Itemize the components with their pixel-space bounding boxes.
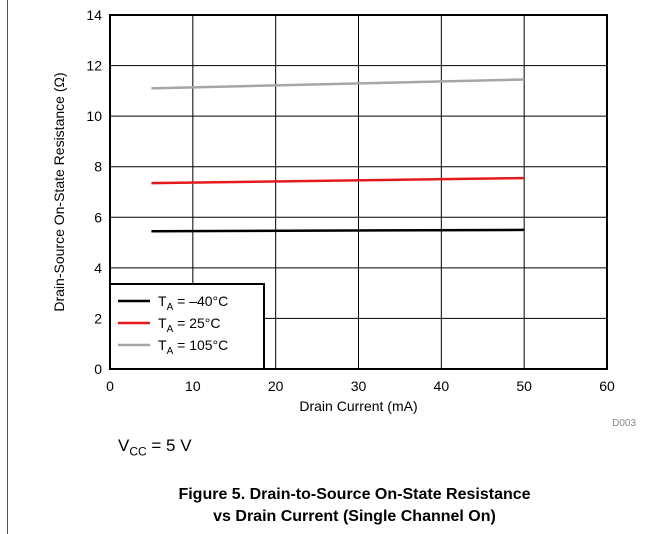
legend: TA = –40°CTA = 25°CTA = 105°C <box>109 283 265 370</box>
legend-box <box>109 283 265 370</box>
x-tick-label: 20 <box>268 378 284 394</box>
grid-lines <box>109 14 608 370</box>
y-tick-label: 8 <box>94 159 102 175</box>
x-axis-label: Drain Current (mA) <box>299 398 417 414</box>
vcc-rest: = 5 V <box>146 436 192 455</box>
y-tick-label: 12 <box>86 58 102 74</box>
series-group <box>151 78 525 233</box>
legend-label: TA = –40°C <box>158 293 228 313</box>
y-tick-label: 2 <box>94 310 102 326</box>
x-tick-label: 0 <box>106 378 114 394</box>
x-tick-labels: 0 10 20 30 40 50 60 <box>106 378 615 394</box>
y-tick-label: 14 <box>86 7 102 23</box>
y-tick-label: 4 <box>94 260 102 276</box>
plot-area-border <box>109 14 608 370</box>
series-line <box>151 78 525 90</box>
x-tick-label: 50 <box>516 378 532 394</box>
y-tick-label: 6 <box>94 209 102 225</box>
x-tick-label: 30 <box>351 378 367 394</box>
caption-line-1: Figure 5. Drain-to-Source On-State Resis… <box>178 486 531 503</box>
y-axis-label: Drain-Source On-State Resistance (Ω) <box>51 72 67 311</box>
vcc-main: V <box>118 436 130 455</box>
legend-label: TA = 105°C <box>158 337 228 357</box>
caption-line-2: vs Drain Current (Single Channel On) <box>213 508 496 525</box>
figure-caption: Figure 5. Drain-to-Source On-State Resis… <box>0 484 669 528</box>
y-tick-labels: 0 2 4 6 8 10 12 14 <box>86 7 102 377</box>
vcc-sub: CC <box>129 444 147 459</box>
figure-code: D003 <box>612 418 636 429</box>
x-tick-label: 60 <box>599 378 615 394</box>
legend-label: TA = 25°C <box>158 315 220 335</box>
series-line <box>151 228 525 233</box>
page-border-line <box>7 0 8 534</box>
chart-svg: 0 10 20 30 40 50 60 0 2 4 6 8 10 12 14 Drain Current … <box>51 7 636 429</box>
y-tick-label: 0 <box>94 361 102 377</box>
supply-voltage-condition: VCC = 5 V <box>118 436 192 458</box>
x-tick-label: 40 <box>434 378 450 394</box>
y-tick-label: 10 <box>86 108 102 124</box>
series-line <box>151 176 525 185</box>
x-tick-label: 10 <box>185 378 201 394</box>
